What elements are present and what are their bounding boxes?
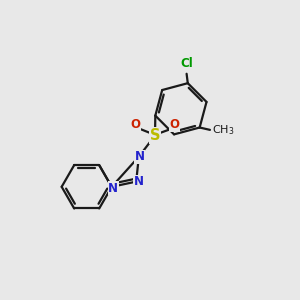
Text: N: N — [135, 150, 145, 163]
Text: CH$_3$: CH$_3$ — [212, 123, 235, 137]
Text: N: N — [108, 182, 118, 195]
Text: O: O — [169, 118, 179, 131]
Text: N: N — [134, 175, 144, 188]
Text: O: O — [130, 118, 140, 131]
Text: Cl: Cl — [180, 57, 193, 70]
Text: S: S — [150, 128, 160, 143]
